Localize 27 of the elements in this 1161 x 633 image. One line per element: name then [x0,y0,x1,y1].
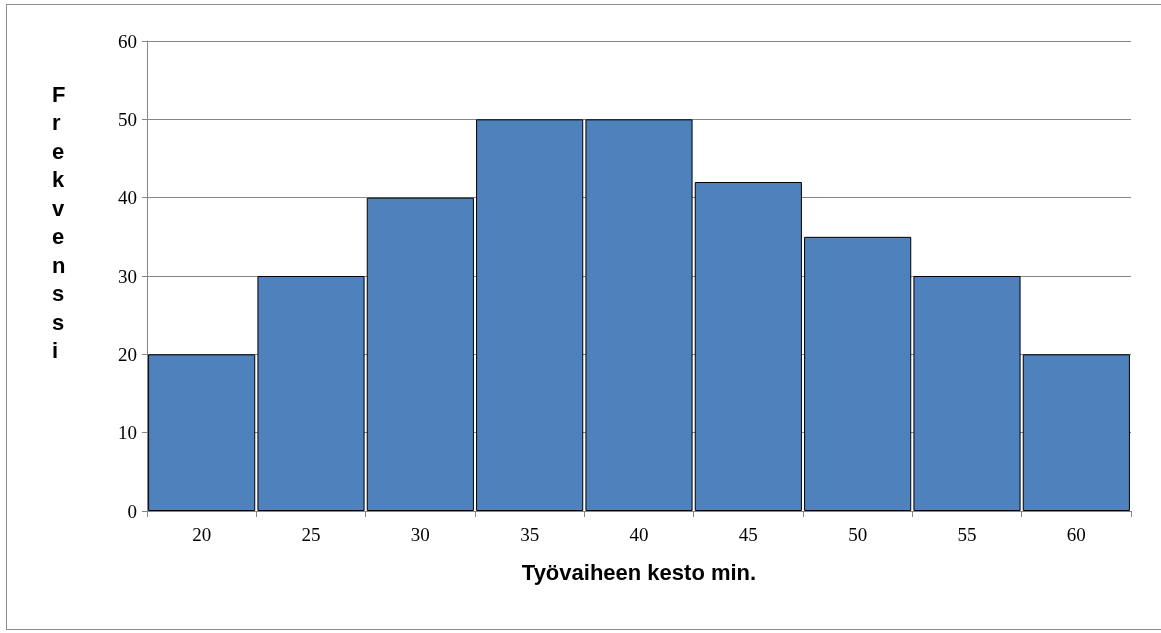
x-tick-label: 55 [957,524,977,545]
y-tick-label: 10 [118,422,137,444]
bar [694,182,802,511]
bar [913,276,1021,511]
x-tick-label: 40 [629,524,649,545]
bar [366,197,474,511]
y-tick-label: 50 [118,108,137,130]
x-tick-label: 60 [1066,524,1086,545]
x-tick-label: 35 [520,524,540,545]
y-tick-label: 0 [127,500,137,522]
bar [257,276,365,511]
bar [476,119,584,511]
x-tick-label: 30 [410,524,430,545]
text: Frekvenssi [52,81,66,364]
y-tick-label: 40 [118,187,137,209]
y-tick-label: 30 [118,265,137,287]
bar [585,119,693,511]
bar [1022,354,1130,511]
y-tick-label: 20 [118,343,137,365]
x-tick-label: 20 [192,524,212,545]
bar [148,354,256,511]
x-tick-label: 50 [848,524,868,545]
x-axis-title: Työvaiheen kesto min. [521,559,757,585]
bar [804,236,912,511]
x-tick-label: 25 [301,524,321,545]
x-tick-label: 45 [738,524,758,545]
y-tick-label: 60 [118,30,137,52]
